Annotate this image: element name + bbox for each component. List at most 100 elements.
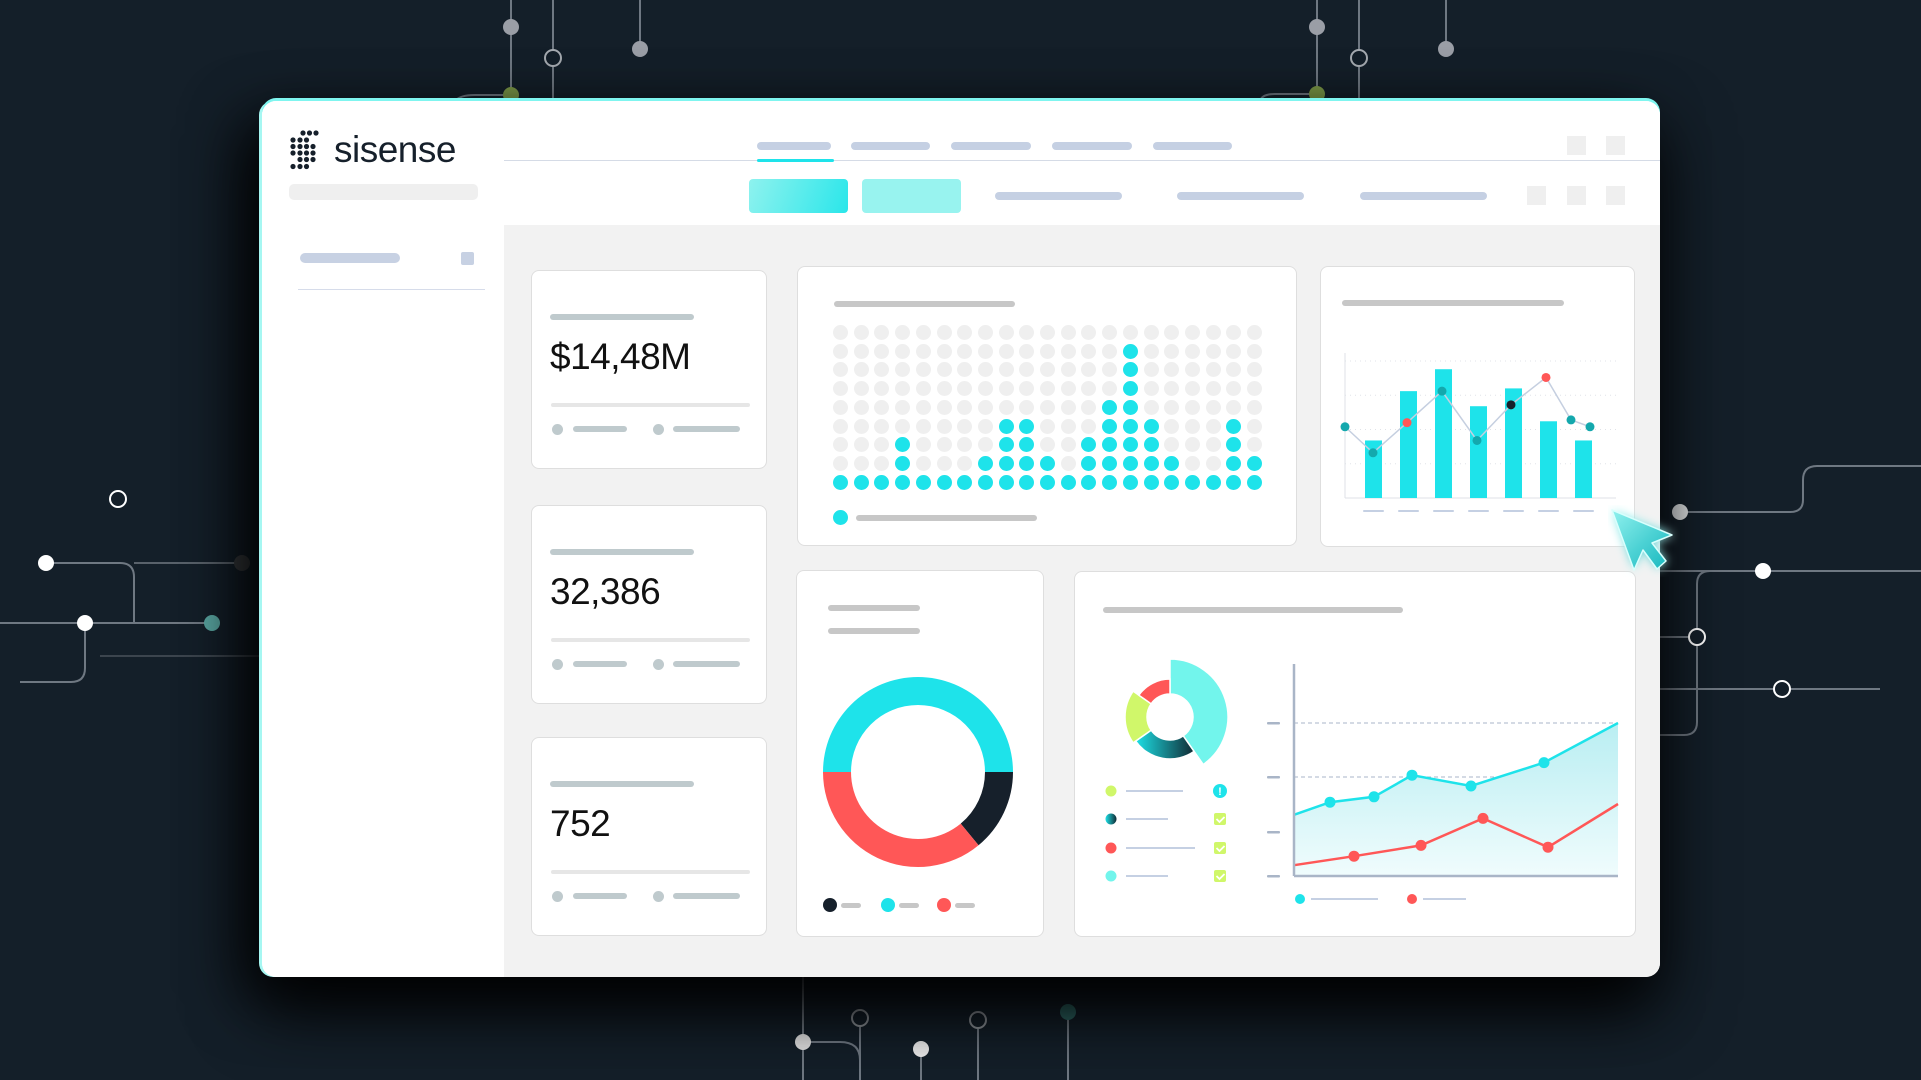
- matrix-dot: [1019, 418, 1035, 434]
- filter-3[interactable]: [1360, 192, 1487, 200]
- matrix-dot: [1102, 381, 1118, 397]
- matrix-dot: [1143, 399, 1159, 415]
- dot-matrix-chart-card[interactable]: [797, 266, 1297, 546]
- filter-2[interactable]: [1177, 192, 1304, 200]
- matrix-dot: [1081, 455, 1097, 471]
- matrix-dot: [936, 325, 952, 340]
- matrix-dot: [936, 381, 952, 397]
- matrix-dot: [1040, 399, 1055, 415]
- tab-3[interactable]: [951, 142, 1031, 150]
- kpi-value: 752: [550, 803, 611, 844]
- tab-4[interactable]: [1052, 142, 1132, 150]
- matrix-dot: [874, 362, 890, 378]
- active-tab-indicator: [757, 159, 834, 162]
- matrix-dot: [1184, 399, 1200, 415]
- matrix-dot: [1102, 325, 1118, 340]
- matrix-dot: [1060, 381, 1076, 397]
- tab-5[interactable]: [1153, 142, 1232, 150]
- legend-dot: [833, 510, 848, 525]
- sidebar-item[interactable]: [300, 253, 400, 263]
- matrix-dot: [998, 399, 1014, 415]
- matrix-dot: [1019, 325, 1035, 340]
- kpi-divider: [551, 403, 750, 407]
- matrix-dot: [1102, 343, 1118, 359]
- kpi-card-revenue[interactable]: $14,48M: [531, 270, 767, 469]
- chart-title: [834, 301, 1015, 307]
- matrix-dot: [1060, 455, 1076, 471]
- window-control-icon[interactable]: [1567, 136, 1586, 155]
- app-window: sisense $14,48M: [262, 101, 1660, 977]
- matrix-dot: [1164, 362, 1180, 378]
- matrix-dot: [1081, 381, 1097, 397]
- matrix-dot: [853, 474, 869, 490]
- toolbar-icon[interactable]: [1606, 186, 1625, 205]
- matrix-dot: [1143, 474, 1159, 490]
- matrix-dot: [1019, 362, 1035, 378]
- chart-title: [1103, 607, 1403, 613]
- matrix-dot: [998, 474, 1014, 490]
- matrix-dot: [936, 474, 952, 490]
- kpi-legend-dot: [552, 659, 563, 670]
- matrix-dot: [998, 455, 1014, 471]
- matrix-dot: [1081, 343, 1097, 359]
- filter-1[interactable]: [995, 192, 1122, 200]
- matrix-dot: [895, 362, 911, 378]
- matrix-dot: [977, 455, 993, 471]
- matrix-dot: [1164, 437, 1180, 453]
- matrix-dot: [1019, 399, 1035, 415]
- sidebar-divider: [298, 289, 485, 290]
- donut-chart: [823, 677, 1013, 912]
- tabbar-divider: [504, 160, 1660, 161]
- primary-action-button[interactable]: [749, 179, 848, 213]
- chart-title: [828, 605, 920, 611]
- bar-line-chart-card[interactable]: [1320, 266, 1635, 547]
- window-control-icon[interactable]: [1606, 136, 1625, 155]
- matrix-dot: [874, 418, 890, 434]
- matrix-dot: [998, 325, 1014, 340]
- matrix-dot: [874, 325, 890, 340]
- matrix-dot: [895, 343, 911, 359]
- matrix-dot: [957, 325, 973, 340]
- trend-chart-card[interactable]: !: [1074, 571, 1636, 937]
- sidebar-search-input[interactable]: [289, 184, 478, 200]
- matrix-dot: [1122, 418, 1138, 434]
- matrix-dot: [1040, 343, 1055, 359]
- sidebar-item-icon[interactable]: [461, 252, 474, 265]
- matrix-dot: [1226, 455, 1242, 471]
- matrix-dot: [1122, 399, 1138, 415]
- toolbar-icon[interactable]: [1527, 186, 1546, 205]
- matrix-dot: [998, 437, 1014, 453]
- kpi-title: [550, 549, 694, 555]
- matrix-dot: [977, 343, 993, 359]
- toolbar-icon[interactable]: [1567, 186, 1586, 205]
- donut-chart-card[interactable]: [796, 570, 1044, 937]
- kpi-card-total[interactable]: 752: [531, 737, 767, 936]
- matrix-dot: [1040, 418, 1055, 434]
- matrix-dot: [1226, 418, 1242, 434]
- sisense-logo-icon: [290, 130, 319, 170]
- matrix-dot: [1081, 362, 1097, 378]
- tab-2[interactable]: [851, 142, 930, 150]
- legend-label: [856, 515, 1037, 521]
- kpi-card-count[interactable]: 32,386: [531, 505, 767, 704]
- matrix-dot: [1122, 437, 1138, 453]
- matrix-dot: [1184, 455, 1200, 471]
- secondary-action-button[interactable]: [862, 179, 961, 213]
- matrix-dot: [1247, 399, 1262, 415]
- matrix-dot: [1060, 343, 1076, 359]
- matrix-dot: [1081, 474, 1097, 490]
- matrix-dot: [1060, 325, 1076, 340]
- matrix-dot: [853, 381, 869, 397]
- matrix-dot: [977, 325, 993, 340]
- matrix-dot: [1205, 343, 1221, 359]
- matrix-dot: [1205, 455, 1221, 471]
- matrix-dot: [833, 399, 848, 415]
- kpi-legend-dot: [653, 424, 664, 435]
- matrix-dot: [1226, 325, 1242, 340]
- matrix-dot: [1184, 381, 1200, 397]
- matrix-dot: [936, 362, 952, 378]
- brand-logo[interactable]: sisense: [290, 130, 456, 170]
- tab-1[interactable]: [757, 142, 831, 150]
- matrix-dot: [833, 343, 848, 359]
